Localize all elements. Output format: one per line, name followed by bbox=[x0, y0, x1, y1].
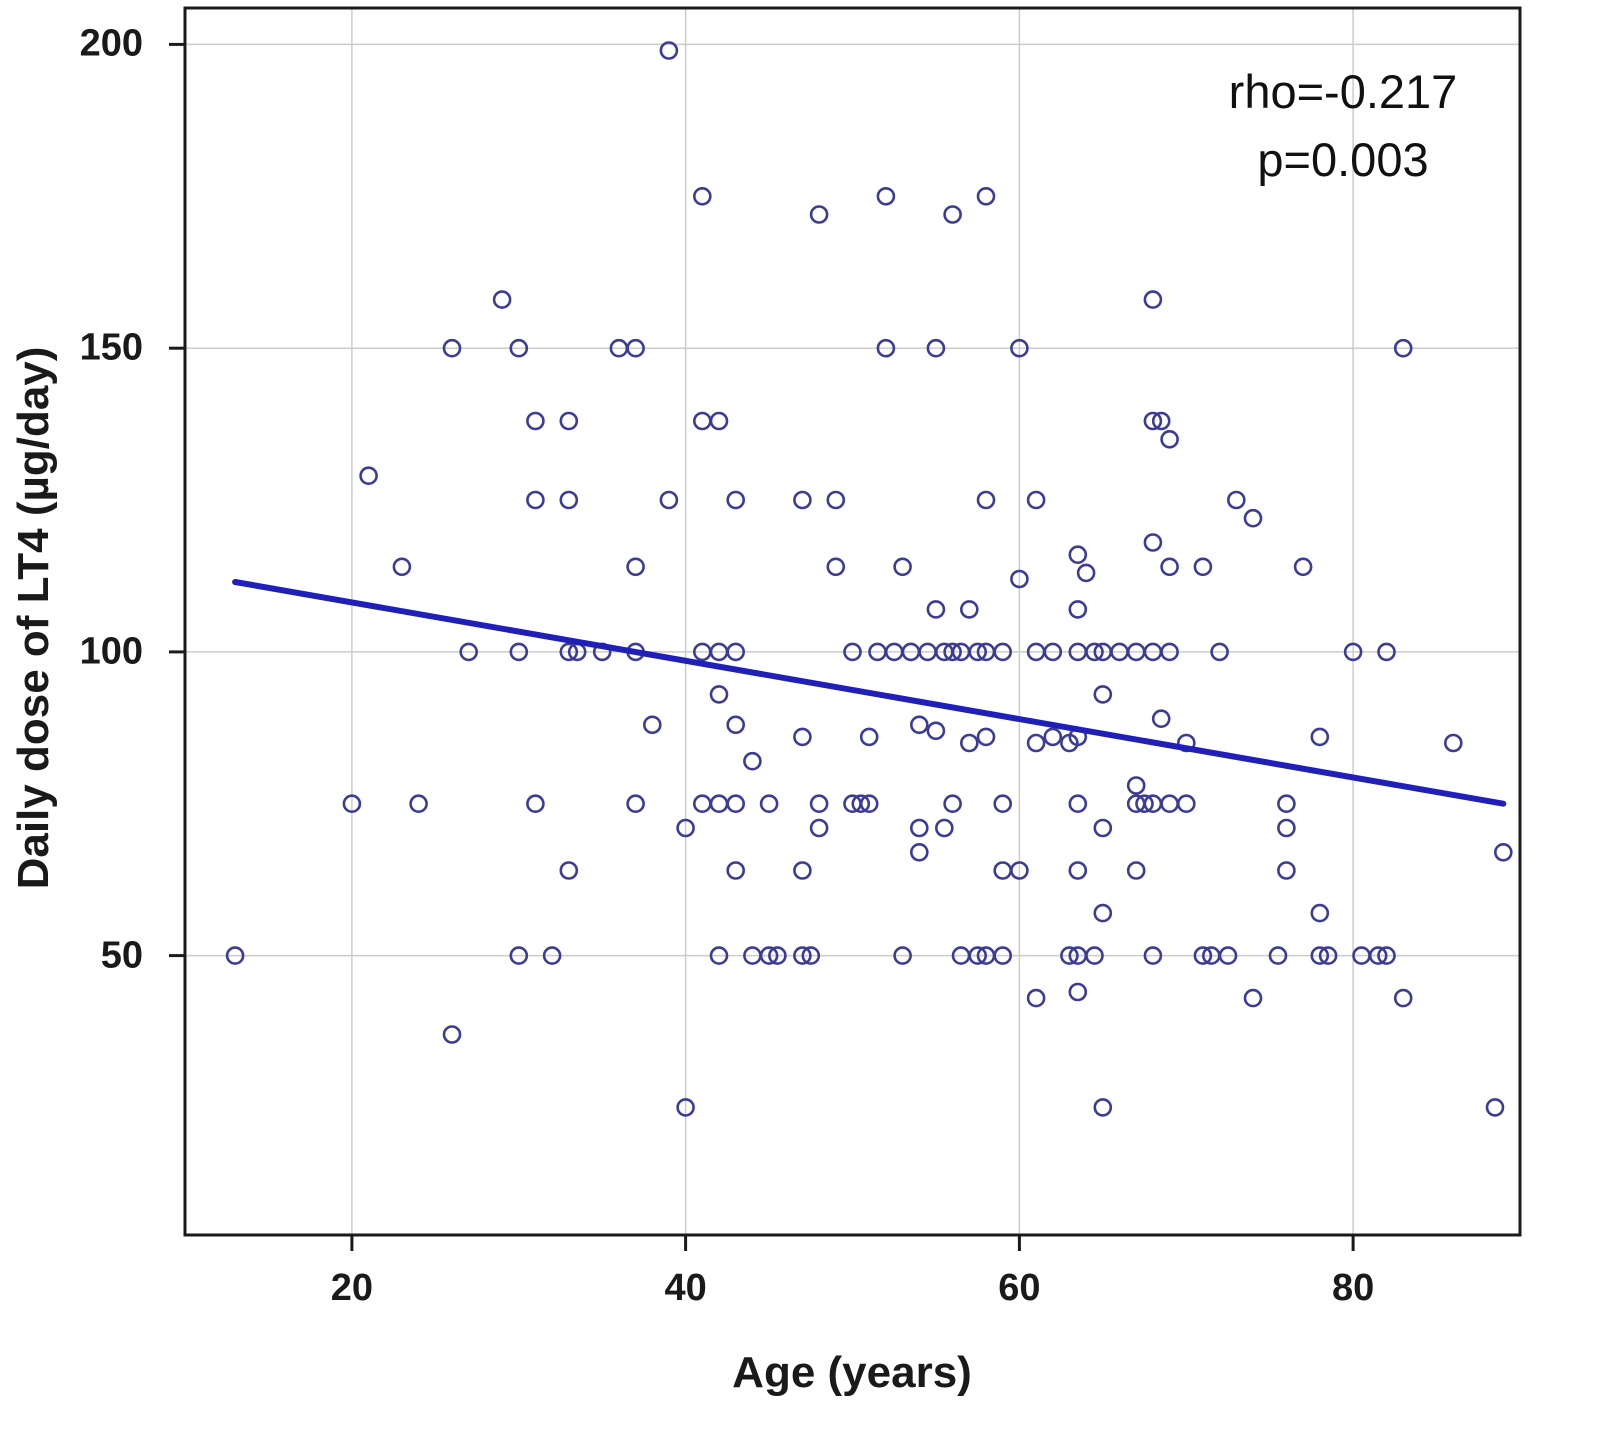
x-tick-label: 60 bbox=[998, 1267, 1041, 1309]
rho-value: rho=-0.217 bbox=[1228, 65, 1458, 118]
p-value: p=0.003 bbox=[1257, 133, 1429, 187]
y-tick-label: 50 bbox=[100, 934, 143, 977]
y-axis-label: Daily dose of LT4 (µg/day) bbox=[9, 346, 58, 890]
trend-line bbox=[232, 579, 1507, 807]
plot-border bbox=[183, 6, 1522, 1237]
axis-ticks bbox=[169, 42, 1355, 1251]
x-tick-label: 20 bbox=[330, 1267, 374, 1309]
x-axis-label: Age (years) bbox=[732, 1348, 972, 1397]
x-tick-label: 80 bbox=[1331, 1267, 1375, 1309]
correlation-annotation: rho=-0.217 p=0.003 bbox=[1229, 58, 1458, 194]
gridlines bbox=[185, 8, 1520, 1235]
x-tick-label: 40 bbox=[664, 1267, 707, 1309]
y-tick-label: 100 bbox=[79, 630, 143, 673]
y-tick-label: 150 bbox=[79, 326, 143, 369]
y-tick-label: 200 bbox=[79, 22, 143, 65]
data-points bbox=[225, 41, 1513, 1117]
